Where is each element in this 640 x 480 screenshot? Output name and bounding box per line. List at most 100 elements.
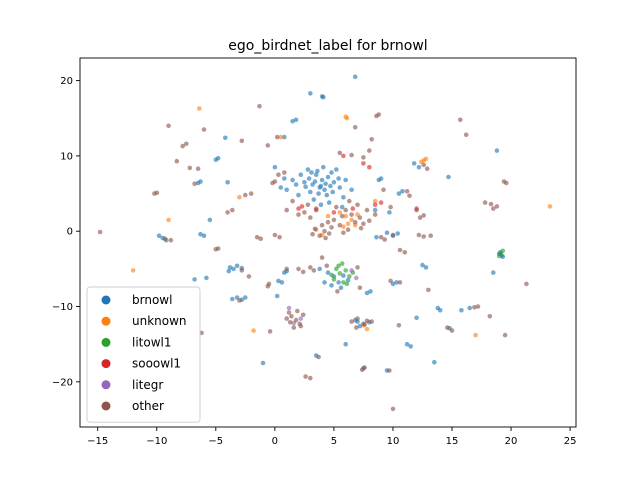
point-other-35 — [291, 325, 297, 330]
point-brnowl-24 — [321, 164, 326, 170]
point-brnowl-45 — [227, 265, 233, 270]
point-other-110 — [390, 232, 396, 238]
point-sooowl1-1 — [299, 204, 305, 209]
point-other-118 — [349, 152, 354, 158]
point-brnowl-127 — [396, 191, 402, 196]
point-litowl1-3 — [347, 274, 352, 279]
point-brnowl-114 — [276, 278, 281, 284]
point-other-106 — [428, 233, 434, 238]
point-unknown-5 — [341, 224, 346, 229]
point-other-48 — [166, 123, 171, 129]
point-other-7 — [352, 219, 358, 225]
point-other-83 — [475, 304, 481, 309]
point-brnowl-93 — [223, 135, 228, 141]
point-other-55 — [257, 103, 262, 109]
point-other-85 — [502, 332, 508, 338]
point-brnowl-56 — [336, 280, 341, 285]
point-brnowl-9 — [329, 170, 334, 175]
point-other-6 — [339, 213, 345, 219]
point-sooowl1-9 — [367, 164, 372, 170]
point-other-67 — [239, 138, 245, 144]
point-brnowl-57 — [329, 283, 334, 288]
point-other-59 — [265, 283, 271, 289]
point-other-25 — [345, 227, 351, 232]
point-brnowl-68 — [384, 230, 390, 235]
point-other-3 — [357, 215, 363, 220]
point-other-122 — [274, 134, 280, 140]
point-other-99 — [414, 207, 419, 213]
point-other-113 — [367, 148, 372, 153]
point-other-96 — [424, 166, 430, 171]
point-litegr-2 — [286, 305, 292, 311]
point-brnowl-86 — [293, 117, 299, 123]
point-other-40 — [349, 319, 354, 324]
point-other-88 — [504, 180, 509, 186]
point-other-131 — [300, 269, 306, 275]
point-brnowl-85 — [290, 119, 295, 124]
point-other-23 — [308, 215, 313, 220]
point-other-109 — [382, 237, 388, 242]
point-other-82 — [472, 305, 477, 310]
point-brnowl-61 — [338, 285, 344, 291]
point-litowl1-12 — [496, 253, 502, 259]
point-other-143 — [282, 170, 287, 175]
point-brnowl-5 — [306, 176, 312, 181]
point-brnowl-99 — [282, 134, 287, 140]
point-other-14 — [310, 231, 315, 237]
point-other-137 — [187, 165, 193, 171]
point-other-37 — [287, 320, 293, 325]
legend-label-other: other — [132, 399, 164, 413]
point-unknown-9 — [423, 156, 429, 162]
scatter-points — [97, 74, 553, 412]
point-brnowl-118 — [192, 277, 197, 282]
point-brnowl-107 — [467, 305, 473, 311]
legend-label-litegr: litegr — [132, 378, 163, 392]
point-other-52 — [192, 181, 197, 187]
legend-marker-litegr — [101, 380, 111, 390]
point-unknown-7 — [325, 213, 331, 219]
point-other-79 — [387, 368, 392, 373]
point-other-139 — [324, 263, 330, 269]
point-brnowl-72 — [420, 262, 425, 268]
point-brnowl-110 — [394, 280, 399, 285]
point-brnowl-32 — [328, 183, 333, 189]
point-other-105 — [421, 234, 427, 239]
point-other-38 — [295, 308, 300, 314]
point-other-94 — [463, 132, 469, 138]
point-litegr-0 — [349, 268, 354, 273]
point-brnowl-53 — [243, 295, 248, 300]
y-tick-label: 20 — [60, 76, 73, 87]
point-brnowl-31 — [309, 170, 314, 175]
point-brnowl-13 — [337, 185, 343, 190]
point-brnowl-17 — [282, 176, 287, 181]
point-brnowl-16 — [290, 177, 295, 183]
point-sooowl1-8 — [361, 161, 366, 166]
point-brnowl-92 — [213, 157, 219, 162]
point-other-141 — [335, 289, 340, 294]
point-brnowl-83 — [343, 341, 349, 347]
point-other-8 — [361, 221, 366, 226]
point-brnowl-35 — [293, 182, 299, 187]
point-brnowl-27 — [330, 189, 336, 195]
point-other-72 — [199, 330, 204, 336]
point-other-45 — [364, 318, 370, 324]
point-other-19 — [334, 204, 339, 210]
point-other-11 — [317, 233, 323, 238]
point-brnowl-106 — [491, 270, 496, 275]
point-other-146 — [396, 323, 402, 328]
point-other-57 — [272, 179, 278, 184]
point-other-140 — [355, 265, 360, 270]
point-other-98 — [407, 193, 412, 199]
point-other-5 — [329, 225, 334, 230]
point-brnowl-80 — [432, 359, 437, 365]
point-other-61 — [277, 234, 282, 240]
point-brnowl-62 — [317, 266, 323, 272]
point-brnowl-22 — [343, 177, 349, 183]
point-brnowl-8 — [315, 168, 320, 174]
point-brnowl-71 — [374, 234, 379, 240]
point-other-68 — [230, 207, 235, 213]
point-brnowl-128 — [400, 189, 405, 194]
point-unknown-17 — [166, 217, 171, 223]
point-unknown-20 — [278, 134, 284, 140]
